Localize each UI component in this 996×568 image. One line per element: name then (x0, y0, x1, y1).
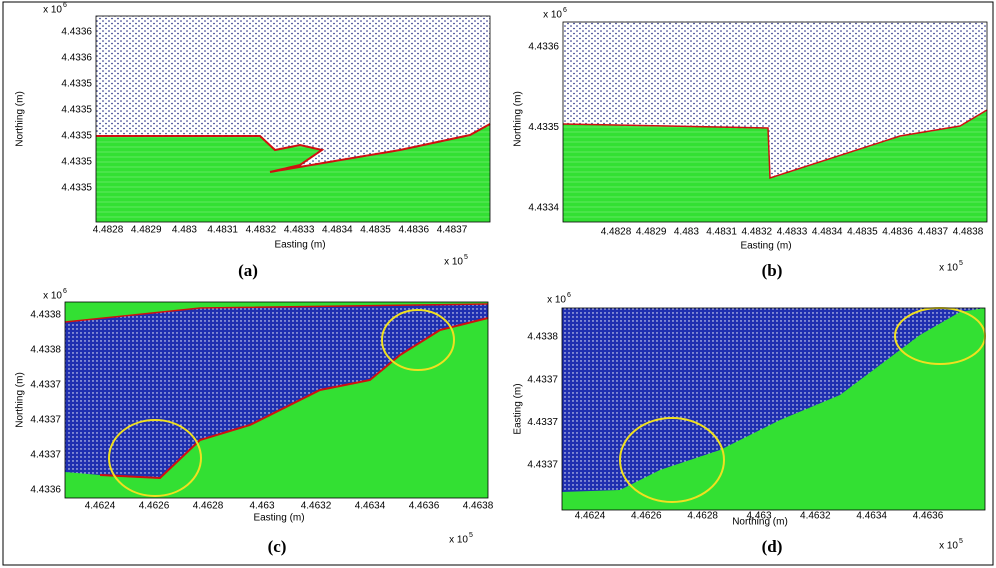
x-tick-label: 4.463 (746, 511, 771, 522)
y-tick-label: 4.4337 (30, 450, 61, 461)
x-exponent: 5 (959, 538, 963, 545)
y-tick-label: 4.4338 (30, 345, 61, 356)
y-axis-label: Northing (m) (15, 91, 26, 147)
x-tick-label: 4.4828 (93, 225, 124, 236)
x-tick-label: 4.4828 (601, 227, 632, 238)
x-tick-label: 4.483 (674, 227, 699, 238)
y-tick-label: 4.4335 (61, 79, 92, 90)
y-tick-label: 4.4336 (30, 485, 61, 496)
panel-label: (c) (268, 537, 287, 556)
x-tick-label: 4.4638 (463, 501, 494, 512)
x-tick-label: 4.4837 (437, 225, 468, 236)
y-tick-label: 4.4337 (30, 380, 61, 391)
y-exponent: 6 (567, 292, 571, 299)
x-tick-label: 4.4836 (398, 225, 429, 236)
y-tick-label: 4.4337 (527, 374, 558, 385)
x-multiplier: x 10 (444, 257, 463, 268)
x-tick-label: 4.4632 (800, 511, 831, 522)
x-tick-label: 4.463 (249, 501, 274, 512)
x-tick-label: 4.4634 (355, 501, 386, 512)
y-tick-label: 4.4335 (61, 105, 92, 116)
x-tick-label: 4.4829 (131, 225, 162, 236)
x-tick-label: 4.4628 (687, 511, 718, 522)
y-tick-label: 4.4338 (30, 310, 61, 321)
x-tick-label: 4.4624 (85, 501, 116, 512)
y-tick-label: 4.4337 (527, 460, 558, 471)
y-tick-label: 4.4335 (61, 157, 92, 168)
x-multiplier: x 10 (449, 535, 468, 546)
x-tick-label: 4.4831 (207, 225, 238, 236)
panel-label: (b) (762, 261, 783, 280)
x-tick-label: 4.4833 (284, 225, 315, 236)
y-multiplier: x 10 (43, 5, 62, 16)
plot-b (562, 21, 988, 223)
panel-label: (d) (762, 537, 783, 556)
x-tick-label: 4.4832 (246, 225, 277, 236)
y-axis-label: Northing (m) (15, 372, 26, 428)
x-axis-label: Easting (m) (740, 241, 791, 252)
y-axis-label: Easting (m) (513, 383, 524, 434)
x-axis-label: Easting (m) (274, 240, 325, 251)
x-axis-label: Northing (m) (732, 517, 788, 528)
plot-c (64, 301, 489, 499)
x-tick-label: 4.4628 (193, 501, 224, 512)
y-exponent: 6 (63, 288, 67, 295)
y-tick-label: 4.4335 (528, 122, 559, 133)
x-tick-label: 4.483 (172, 225, 197, 236)
x-tick-label: 4.4624 (575, 511, 606, 522)
x-multiplier: x 10 (939, 263, 958, 274)
x-tick-label: 4.4632 (301, 501, 332, 512)
x-axis-label: Easting (m) (253, 513, 304, 524)
y-tick-label: 4.4334 (528, 203, 559, 214)
x-tick-label: 4.4835 (847, 227, 878, 238)
y-exponent: 6 (63, 2, 67, 9)
x-tick-label: 4.4838 (953, 227, 984, 238)
y-tick-label: 4.4337 (30, 415, 61, 426)
x-exponent: 5 (464, 254, 468, 261)
x-tick-label: 4.4834 (812, 227, 843, 238)
x-exponent: 5 (959, 260, 963, 267)
y-tick-label: 4.4336 (528, 42, 559, 53)
x-tick-label: 4.4636 (913, 511, 944, 522)
plot-a (95, 15, 491, 223)
y-multiplier: x 10 (543, 10, 562, 21)
y-multiplier: x 10 (43, 291, 62, 302)
x-tick-label: 4.4831 (706, 227, 737, 238)
y-tick-label: 4.4338 (527, 332, 558, 343)
x-tick-label: 4.4829 (636, 227, 667, 238)
x-tick-label: 4.4833 (777, 227, 808, 238)
plot-d (561, 307, 986, 511)
y-tick-label: 4.4335 (61, 131, 92, 142)
x-tick-label: 4.4834 (322, 225, 353, 236)
x-tick-label: 4.4835 (360, 225, 391, 236)
y-tick-label: 4.4336 (61, 53, 92, 64)
y-tick-label: 4.4337 (527, 417, 558, 428)
panel-label: (a) (238, 261, 258, 280)
x-tick-label: 4.4836 (882, 227, 913, 238)
y-exponent: 6 (563, 7, 567, 14)
x-tick-label: 4.4634 (856, 511, 887, 522)
x-tick-label: 4.4832 (742, 227, 773, 238)
y-tick-label: 4.4336 (61, 27, 92, 38)
x-tick-label: 4.4837 (918, 227, 949, 238)
y-tick-label: 4.4335 (61, 183, 92, 194)
y-multiplier: x 10 (547, 295, 566, 306)
x-tick-label: 4.4626 (139, 501, 170, 512)
x-tick-label: 4.4626 (631, 511, 662, 522)
y-axis-label: Northing (m) (513, 91, 524, 147)
x-tick-label: 4.4636 (409, 501, 440, 512)
x-exponent: 5 (469, 532, 473, 539)
x-multiplier: x 10 (939, 541, 958, 552)
